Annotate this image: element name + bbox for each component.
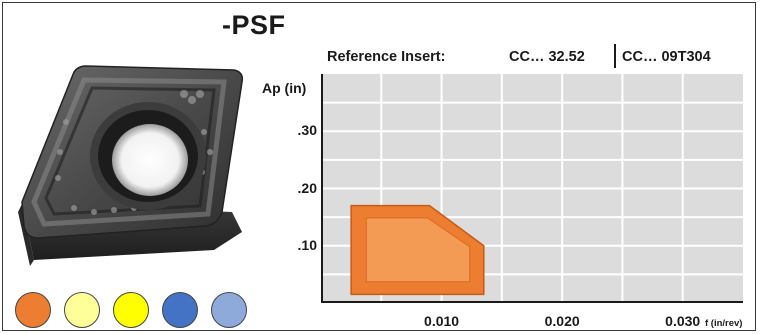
y-tick-label: .20 bbox=[297, 179, 317, 196]
series-title: -PSF bbox=[222, 10, 286, 40]
reference-code-b: CC… 09T304 bbox=[622, 49, 711, 65]
grade-color-swatch bbox=[162, 292, 198, 328]
x-tick-label: 0.030 bbox=[665, 313, 701, 329]
grade-color-swatch bbox=[15, 292, 51, 328]
y-tick-label: .10 bbox=[297, 236, 317, 253]
chart-frame bbox=[2, 2, 756, 331]
grade-color-swatch bbox=[64, 292, 100, 328]
application-area-bevel-1 bbox=[365, 217, 471, 283]
y-tick-label: .30 bbox=[297, 122, 317, 139]
x-tick-label: 0.020 bbox=[544, 313, 580, 329]
y-axis-label: Ap (in) bbox=[262, 80, 307, 96]
reference-code-a: CC… 32.52 bbox=[509, 49, 585, 65]
x-axis-label: f (in/rev) bbox=[705, 318, 743, 329]
plot-area bbox=[321, 74, 743, 303]
x-tick-label: 0.010 bbox=[424, 313, 460, 329]
grade-color-swatch bbox=[113, 292, 149, 328]
grade-color-swatch bbox=[211, 292, 247, 328]
reference-separator bbox=[614, 44, 616, 68]
cutting-insert-image bbox=[18, 65, 244, 266]
reference-label: Reference Insert: bbox=[327, 49, 446, 65]
